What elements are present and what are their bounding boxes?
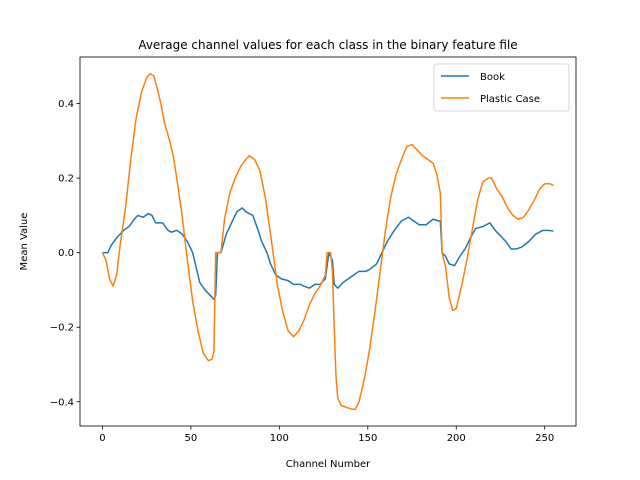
x-tick-label: 150 xyxy=(358,433,377,444)
y-tick-label: 0.0 xyxy=(58,248,74,259)
y-axis-title: Mean Value xyxy=(19,213,30,271)
legend-label-book: Book xyxy=(480,72,505,83)
x-axis-ticks: 0 50 100 150 200 250 xyxy=(99,426,554,444)
plot-frame xyxy=(79,56,577,427)
legend-label-plastic-case: Plastic Case xyxy=(480,94,540,105)
x-tick-label: 200 xyxy=(447,433,466,444)
series-line-book xyxy=(102,207,554,301)
legend: Book Plastic Case xyxy=(433,63,570,112)
y-tick-label: −0.4 xyxy=(50,397,74,408)
series-line-plastic-case xyxy=(101,73,554,410)
x-tick-label: 0 xyxy=(99,433,105,444)
x-tick-label: 100 xyxy=(270,433,289,444)
x-tick-label: 250 xyxy=(535,433,554,444)
y-tick-label: 0.4 xyxy=(58,99,74,110)
y-axis-ticks: −0.4 −0.2 0.0 0.2 0.4 xyxy=(50,99,80,408)
chart-title: Average channel values for each class in… xyxy=(138,38,517,52)
x-axis-title: Channel Number xyxy=(286,459,371,470)
x-tick-label: 50 xyxy=(185,433,198,444)
y-tick-label: −0.2 xyxy=(50,323,74,334)
y-tick-label: 0.2 xyxy=(58,174,74,185)
series-layer xyxy=(101,73,554,410)
